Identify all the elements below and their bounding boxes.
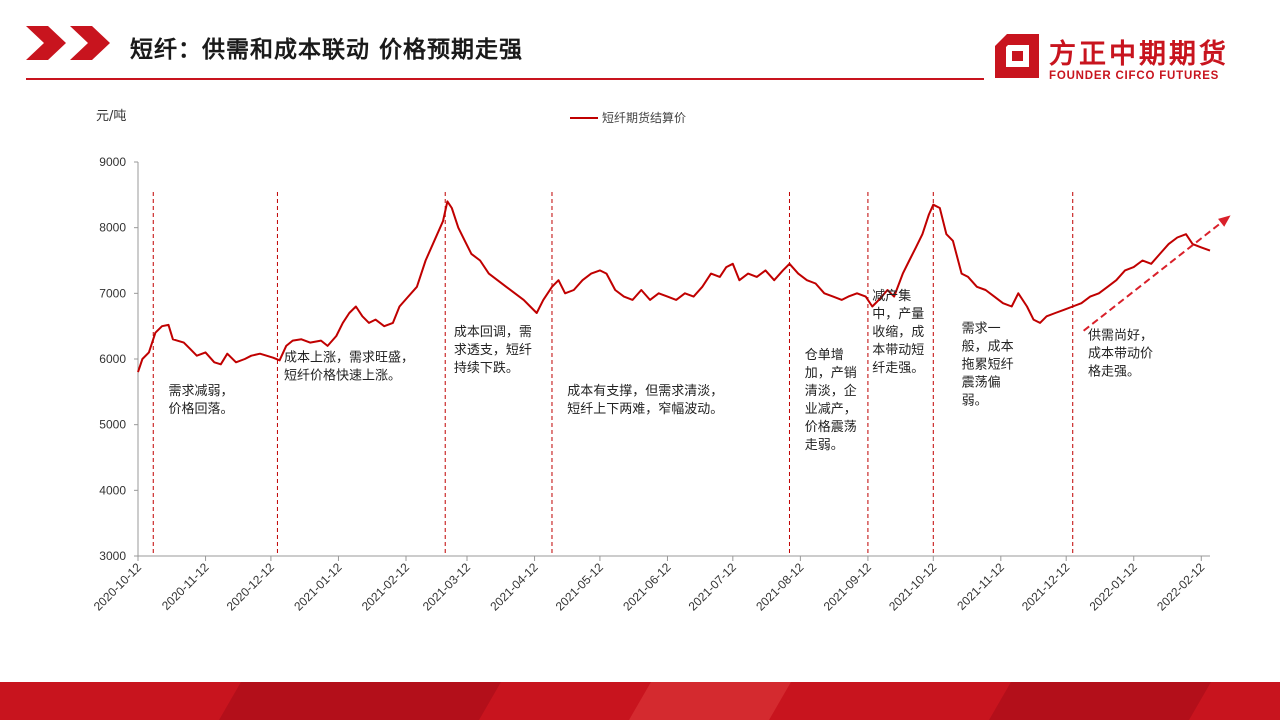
annotation-text: 供需尚好， 成本带动价格走强。 (1088, 328, 1153, 379)
annotation-line: 持续下跌。 (454, 360, 519, 376)
annotation-line: 短纤上下两难，窄幅波动。 (567, 401, 723, 417)
x-tick-label: 2022-02-12 (1154, 560, 1208, 614)
annotation-line: 格走强。 (1088, 363, 1140, 379)
x-tick-label: 2020-10-12 (91, 560, 145, 614)
slide-header: 短纤：供需和成本联动 价格预期走强 方正中期期货 FOUNDER CIFCO F… (0, 0, 1280, 90)
annotation-line: 般，成本 (962, 339, 1014, 355)
annotation-text: 减产集中，产量收缩，成本带动短纤走强。 (872, 288, 924, 376)
x-tick-label: 2021-10-12 (886, 560, 940, 614)
annotation-line: 成本有支撑，但需求清淡， (567, 384, 723, 399)
annotation-line: 弱。 (962, 394, 988, 409)
logo-chinese-name: 方正中期期货 (1049, 39, 1229, 70)
x-tick-label: 2021-11-12 (954, 560, 1007, 613)
annotation-text: 成本上涨，需求旺盛， 短纤价格快速上涨。 (284, 351, 414, 384)
x-tick-label: 2021-01-12 (291, 560, 345, 614)
x-tick-label: 2021-08-12 (753, 560, 807, 614)
double-chevron-icon (26, 26, 110, 60)
annotation-line: 中，产量 (872, 307, 924, 322)
x-tick-label: 2021-12-12 (1019, 560, 1073, 614)
annotation-line: 业减产， (805, 402, 857, 417)
annotation-line: 收缩，成 (872, 324, 924, 340)
legend-label: 短纤期货结算价 (602, 110, 686, 125)
annotation-line: 加，产销 (805, 366, 857, 381)
header-divider (26, 78, 984, 80)
y-tick-label: 3000 (99, 549, 126, 563)
annotation-text: 仓单增加，产销清淡，企业减产， 价格震荡走弱。 (805, 348, 857, 453)
x-tick-label: 2022-01-12 (1087, 560, 1141, 614)
annotation-line: 减产集 (872, 288, 911, 304)
annotation-line: 供需尚好， (1088, 328, 1153, 343)
x-tick-label: 2021-04-12 (487, 560, 541, 614)
y-axis-unit-label: 元/吨 (96, 109, 126, 124)
y-tick-label: 9000 (99, 155, 126, 169)
x-tick-label: 2020-11-12 (159, 560, 212, 613)
y-tick-label: 8000 (99, 221, 126, 235)
x-tick-label: 2021-09-12 (821, 560, 875, 614)
annotation-text: 成本回调，需求透支，短纤持续下跌。 (454, 325, 532, 376)
annotation-line: 拖累短纤 (962, 358, 1014, 373)
y-tick-label: 7000 (99, 286, 126, 300)
trend-arrow-line (1083, 217, 1229, 332)
x-tick-label: 2021-02-12 (359, 560, 413, 614)
annotation-line: 需求一 (962, 322, 1001, 337)
company-logo: 方正中期期货 FOUNDER CIFCO FUTURES (993, 28, 1253, 88)
annotation-line: 纤走强。 (872, 361, 924, 376)
y-tick-label: 4000 (99, 483, 126, 497)
annotation-line: 走弱。 (805, 438, 844, 453)
annotation-line: 成本带动价 (1088, 346, 1153, 361)
x-tick-label: 2020-12-12 (224, 560, 278, 614)
annotation-line: 短纤价格快速上涨。 (284, 368, 401, 384)
logo-mark-icon (995, 34, 1039, 78)
y-tick-label: 5000 (99, 418, 126, 432)
annotation-line: 价格回落。 (169, 401, 234, 417)
annotation-line: 需求减弱， (169, 384, 234, 399)
annotation-line: 价格震荡 (805, 419, 857, 435)
x-tick-label: 2021-05-12 (553, 560, 607, 614)
annotation-text: 需求一般，成本拖累短纤震荡偏弱。 (962, 322, 1014, 409)
annotation-line: 仓单增 (805, 348, 844, 363)
annotation-line: 本带动短 (872, 343, 924, 358)
x-tick-label: 2021-06-12 (620, 560, 674, 614)
annotation-line: 成本回调，需 (454, 325, 532, 340)
annotation-line: 清淡，企 (805, 383, 857, 399)
annotation-text: 成本有支撑，但需求清淡， 短纤上下两难，窄幅波动。 (567, 384, 723, 417)
annotation-line: 震荡偏 (962, 376, 1001, 391)
trend-arrow-head (1218, 215, 1231, 227)
x-tick-label: 2021-03-12 (420, 560, 474, 614)
annotation-line: 求透支，短纤 (454, 343, 532, 358)
annotation-text: 需求减弱， 价格回落。 (169, 384, 234, 417)
x-tick-label: 2021-07-12 (686, 560, 740, 614)
footer-band (0, 682, 1280, 720)
annotation-line: 成本上涨，需求旺盛， (284, 351, 414, 366)
series-line (137, 200, 1211, 373)
price-line-chart: 3000 4000 5000 6000 7000 8000 9000 2020-10-12 20… (91, 109, 1231, 614)
logo-english-name: FOUNDER CIFCO FUTURES (1049, 70, 1220, 82)
y-tick-label: 6000 (99, 352, 126, 366)
page-title: 短纤：供需和成本联动 价格预期走强 (130, 37, 524, 63)
